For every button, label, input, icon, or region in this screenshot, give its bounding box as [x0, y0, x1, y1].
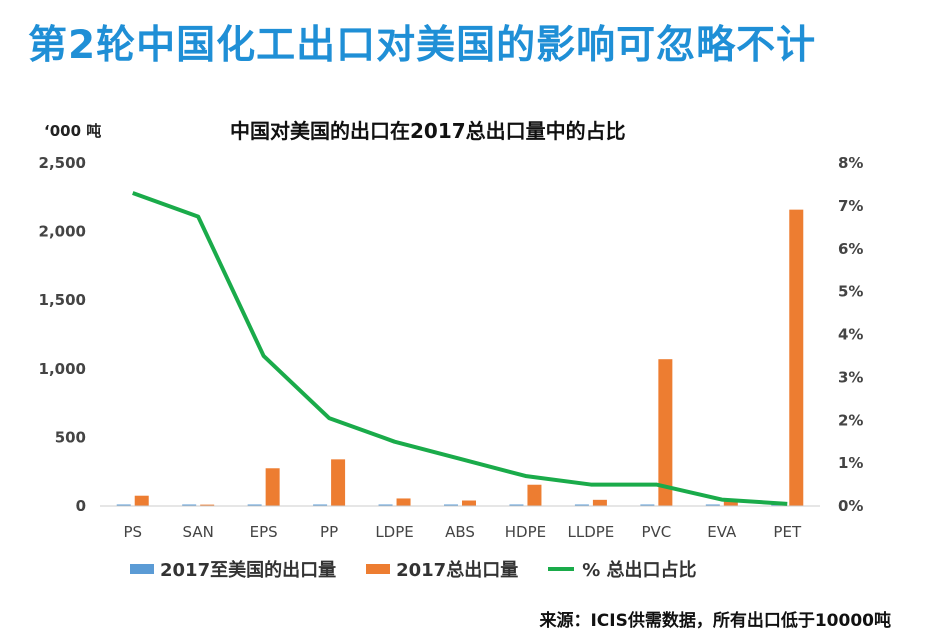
right-tick-label: 8%	[838, 154, 863, 172]
x-tick-label-pp: PP	[320, 523, 338, 541]
legend-label-us-exports: 2017至美国的出口量	[160, 560, 337, 581]
right-tick-label: 0%	[838, 497, 863, 515]
right-tick-label: 6%	[838, 240, 863, 258]
x-tick-label-lldpe: LLDPE	[568, 523, 615, 541]
right-axis-ticks: 0% 1% 2% 3% 4% 5% 6% 7% 8%	[838, 154, 863, 515]
bar-us-exports-abs	[444, 504, 458, 506]
bar-total-exports-lldpe	[592, 499, 607, 506]
left-tick-label: 2,000	[39, 223, 86, 241]
bar-us-exports-san	[182, 504, 197, 506]
x-tick-label-eps: EPS	[250, 523, 278, 541]
bar-total-exports-pp	[331, 459, 346, 506]
legend-swatch-us-exports	[130, 564, 154, 574]
left-tick-label: 1,000	[39, 360, 86, 378]
y-axis-unit-label: ‘000 吨	[44, 122, 102, 140]
left-tick-label: 0	[76, 497, 86, 515]
legend-item-us-exports: 2017至美国的出口量	[130, 556, 336, 582]
share-line	[132, 191, 788, 506]
bar-us-exports-lldpe	[574, 504, 589, 506]
right-tick-label: 7%	[838, 197, 863, 215]
right-tick-label: 1%	[838, 454, 863, 472]
legend-swatch-share	[548, 567, 575, 571]
right-tick-label: 3%	[838, 368, 863, 386]
bar-us-exports-eps	[247, 504, 262, 506]
bar-us-exports-ps	[116, 504, 131, 506]
legend-label-share: % 总出口占比	[582, 560, 697, 581]
legend-swatch-total-exports	[366, 564, 391, 574]
bar-us-exports-pp	[313, 504, 328, 506]
bar-us-exports-pvc	[640, 504, 655, 506]
bar-total-exports-eps	[265, 468, 280, 506]
left-tick-label: 1,500	[39, 291, 86, 309]
bar-total-exports-ldpe	[396, 498, 411, 506]
left-tick-label: 2,500	[39, 154, 86, 172]
left-axis-ticks: 0 500 1,000 1,500 2,000 2,500	[39, 154, 86, 515]
chart-title: 中国对美国的出口在2017总出口量中的占比	[230, 119, 626, 143]
bar-us-exports-eva	[705, 504, 720, 506]
bar-total-exports-pvc	[658, 359, 673, 506]
bar-total-exports-abs	[462, 500, 476, 506]
x-tick-label-abs: ABS	[445, 523, 475, 541]
x-tick-label-ps: PS	[123, 523, 142, 541]
bar-total-exports-hdpe	[527, 484, 542, 506]
bar-total-exports-pet	[789, 209, 804, 506]
left-tick-label: 500	[55, 428, 86, 446]
bar-total-exports-san	[200, 504, 215, 506]
total-export-bars	[134, 209, 804, 506]
legend-item-share: % 总出口占比	[548, 556, 697, 582]
right-tick-label: 2%	[838, 411, 863, 429]
x-tick-label-san: SAN	[183, 523, 214, 541]
legend: 2017至美国的出口量 2017总出口量 % 总出口占比	[130, 556, 727, 582]
x-tick-label-hdpe: HDPE	[505, 523, 546, 541]
bar-us-exports-hdpe	[509, 504, 524, 506]
x-axis-labels: PS SAN EPS PP LDPE ABS HDPE LLDPE PVC EVA PET	[123, 523, 802, 541]
right-tick-label: 5%	[838, 283, 863, 301]
legend-label-total-exports: 2017总出口量	[396, 560, 519, 581]
headline: 第2轮中国化工出口对美国的影响可忽略不计	[28, 23, 817, 68]
x-tick-label-pet: PET	[773, 523, 802, 541]
x-tick-label-eva: EVA	[707, 523, 737, 541]
bar-us-exports-ldpe	[378, 504, 393, 506]
x-tick-label-ldpe: LDPE	[375, 523, 413, 541]
right-tick-label: 4%	[838, 326, 863, 344]
bar-total-exports-eva	[723, 499, 738, 506]
legend-item-total-exports: 2017总出口量	[366, 556, 518, 582]
bar-total-exports-ps	[134, 495, 149, 506]
source-note: 来源：ICIS供需数据，所有出口低于10000吨	[539, 611, 891, 631]
x-tick-label-pvc: PVC	[641, 523, 671, 541]
